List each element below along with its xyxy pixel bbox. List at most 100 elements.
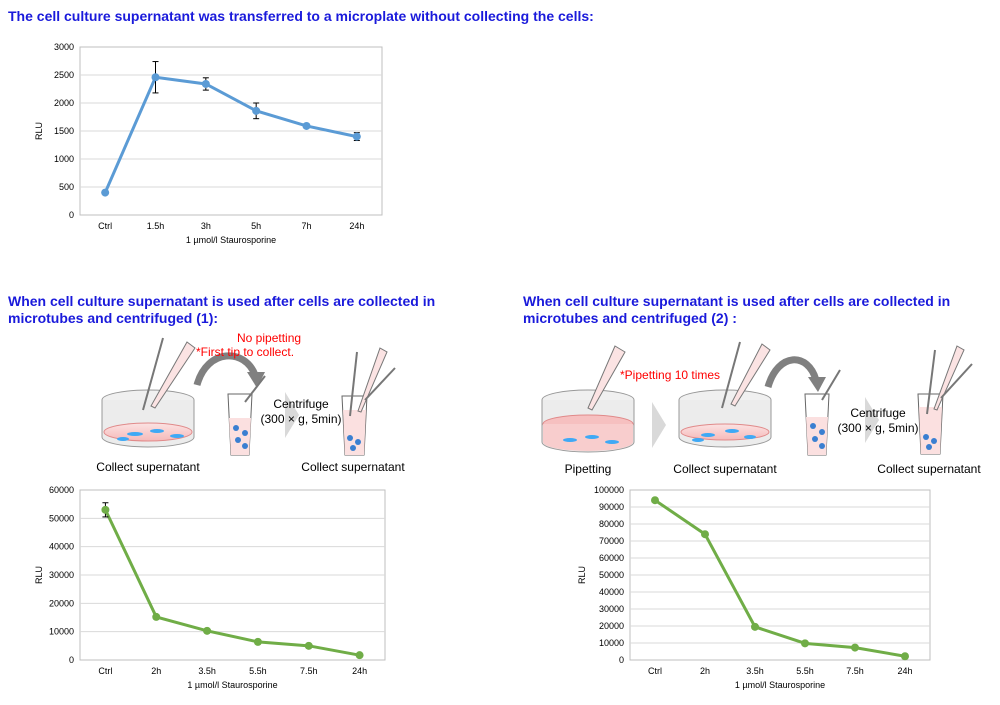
x-tick-label: 2h — [700, 666, 710, 676]
data-point — [901, 652, 909, 661]
y-axis-title: RLU — [577, 566, 587, 584]
diagram-1-svg: No pipetting *First tip to collect. Cent… — [96, 331, 405, 474]
culture-dish — [101, 389, 195, 448]
diagram-2-svg: *Pipetting 10 times Centrifuge (300 × g,… — [541, 341, 981, 476]
data-point — [101, 188, 110, 197]
diagram-1-note-2: *First tip to collect. — [196, 345, 294, 359]
microtube-icon — [227, 375, 266, 456]
x-tick-label: 2h — [151, 666, 161, 676]
diagram-1-label-right: Collect supernatant — [301, 460, 405, 474]
x-tick-label: Ctrl — [98, 666, 112, 676]
diagram-1-centrifuge-1: Centrifuge — [273, 397, 329, 411]
chart-1-svg: 0 500 1000 1500 2000 2500 3000 Ctrl 1.5h 3h 5h 7h 24… — [34, 42, 383, 245]
y-tick-label: 2500 — [54, 70, 74, 80]
y-axis-title: RLU — [34, 566, 44, 584]
x-tick-label: 24h — [349, 221, 364, 231]
y-tick-label: 60000 — [49, 485, 74, 495]
arrow-head-icon — [247, 372, 265, 388]
curved-arrow-icon — [764, 356, 820, 389]
y-tick-label: 70000 — [599, 536, 624, 546]
data-point — [253, 637, 262, 646]
y-tick-label: 60000 — [599, 553, 624, 563]
y-tick-label: 100000 — [594, 485, 624, 495]
y-tick-label: 50000 — [49, 513, 74, 523]
x-tick-label: 3.5h — [746, 666, 764, 676]
x-tick-label: 7.5h — [300, 666, 318, 676]
x-axis-title: 1 µmol/l Staurosporine — [187, 680, 277, 690]
series-line — [104, 509, 360, 657]
heading-left-line2: microtubes and centrifuged (1): — [8, 310, 219, 326]
chart-2-svg: 0 10000 20000 30000 40000 50000 60000 Ctrl 2h 3.5… — [34, 485, 386, 690]
diagram-2-label-mid: Collect supernatant — [673, 462, 777, 476]
data-point — [701, 530, 709, 539]
data-point — [801, 639, 809, 648]
x-axis-title: 1 µmol/l Staurosporine — [186, 235, 276, 245]
culture-dish — [678, 341, 772, 448]
chevron-right-icon — [285, 392, 299, 438]
diagram-2-centrifuge-2: (300 × g, 5min) — [837, 421, 918, 435]
diagram-2-centrifuge-1: Centrifuge — [850, 406, 906, 420]
diagram-1-note-1: No pipetting — [237, 331, 301, 345]
y-tick-label: 0 — [69, 655, 74, 665]
microtube-icon — [917, 345, 973, 455]
microtube-icon — [804, 369, 841, 456]
x-tick-label: 7.5h — [846, 666, 864, 676]
x-tick-label: 3h — [201, 221, 211, 231]
series-line — [103, 75, 358, 194]
y-tick-label: 30000 — [599, 604, 624, 614]
y-tick-label: 1500 — [54, 126, 74, 136]
y-tick-label: 1000 — [54, 154, 74, 164]
data-point — [355, 651, 364, 660]
diagram-1-label-left: Collect supernatant — [96, 460, 200, 474]
y-tick-label: 40000 — [599, 587, 624, 597]
data-point — [751, 622, 759, 631]
chart-3-svg: 0 10000 20000 30000 40000 50000 60000 70000 8000… — [577, 485, 931, 690]
x-tick-label: Ctrl — [98, 221, 112, 231]
diagram-2-label-right: Collect supernatant — [877, 462, 981, 476]
y-tick-label: 0 — [619, 655, 624, 665]
data-point — [851, 643, 859, 652]
y-axis-title: RLU — [34, 122, 44, 140]
x-tick-label: 7h — [301, 221, 311, 231]
y-tick-label: 500 — [59, 182, 74, 192]
data-point — [152, 612, 161, 621]
data-point — [651, 496, 659, 505]
data-point — [201, 79, 210, 88]
y-tick-label: 90000 — [599, 502, 624, 512]
heading-top: The cell culture supernatant was transfe… — [8, 8, 594, 24]
y-tick-label: 2000 — [54, 98, 74, 108]
y-tick-label: 80000 — [599, 519, 624, 529]
y-tick-label: 40000 — [49, 542, 74, 552]
chevron-right-icon — [652, 402, 666, 448]
chart-2: 0 10000 20000 30000 40000 50000 60000 Ctrl 2h 3.5… — [30, 482, 395, 697]
diagram-2-note: *Pipetting 10 times — [620, 368, 720, 382]
y-tick-label: 20000 — [599, 621, 624, 631]
arrow-head-icon — [808, 377, 826, 392]
x-tick-label: 24h — [352, 666, 367, 676]
heading-left-line1: When cell culture supernatant is used af… — [8, 293, 436, 309]
heading-right-line1: When cell culture supernatant is used af… — [523, 293, 951, 309]
x-tick-label: 5.5h — [249, 666, 267, 676]
y-tick-label: 10000 — [49, 627, 74, 637]
diagram-2: *Pipetting 10 times Centrifuge (300 × g,… — [540, 341, 990, 482]
data-point — [304, 641, 313, 650]
diagram-2-label-pipetting: Pipetting — [565, 462, 612, 476]
x-tick-label: 1.5h — [147, 221, 165, 231]
data-point — [151, 73, 160, 82]
x-tick-label: 3.5h — [198, 666, 216, 676]
pipette-icon — [142, 337, 196, 411]
data-point — [101, 505, 110, 514]
heading-right-line2: microtubes and centrifuged (2) : — [523, 310, 737, 326]
chart-3: 0 10000 20000 30000 40000 50000 60000 70000 8000… — [575, 482, 940, 697]
y-tick-label: 20000 — [49, 598, 74, 608]
y-tick-label: 50000 — [599, 570, 624, 580]
chevron-right-icon — [865, 397, 879, 443]
curved-arrow-icon — [193, 352, 259, 387]
y-tick-label: 0 — [69, 210, 74, 220]
y-tick-label: 30000 — [49, 570, 74, 580]
y-tick-label: 3000 — [54, 42, 74, 52]
x-tick-label: 24h — [897, 666, 912, 676]
data-point — [352, 132, 361, 141]
series-line — [654, 498, 906, 658]
chart-1: 0 500 1000 1500 2000 2500 3000 Ctrl 1.5h 3h 5h 7h 24… — [30, 40, 390, 250]
